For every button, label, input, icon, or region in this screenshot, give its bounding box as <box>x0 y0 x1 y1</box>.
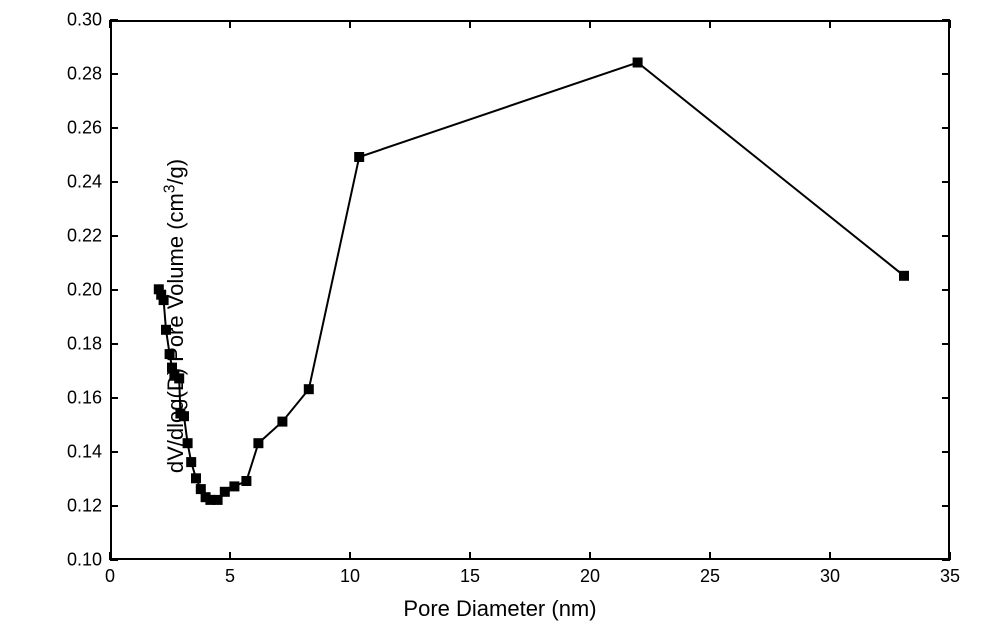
x-axis-label-text: Pore Diameter (nm) <box>403 596 596 621</box>
x-tick <box>829 552 831 560</box>
data-marker <box>253 438 263 448</box>
y-tick <box>110 19 118 21</box>
y-tick-label: 0.22 <box>52 226 102 247</box>
y-tick <box>942 559 950 561</box>
y-tick-label: 0.10 <box>52 550 102 571</box>
y-axis-label-suffix: /g) <box>163 159 188 185</box>
y-tick <box>110 451 118 453</box>
x-tick <box>229 20 231 28</box>
chart-container: Pore Diameter (nm) dV/dlog(D) Pore Volum… <box>0 0 1000 632</box>
x-axis-label: Pore Diameter (nm) <box>403 596 596 622</box>
y-tick <box>110 181 118 183</box>
y-tick <box>942 289 950 291</box>
y-tick <box>942 505 950 507</box>
y-tick-label: 0.28 <box>52 64 102 85</box>
data-marker <box>220 487 230 497</box>
y-tick <box>942 397 950 399</box>
y-axis-label: dV/dlog(D) Pore Volume (cm3/g) <box>161 159 188 473</box>
data-layer <box>112 22 948 558</box>
y-tick <box>110 235 118 237</box>
y-tick-label: 0.26 <box>52 118 102 139</box>
data-marker <box>229 481 239 491</box>
y-tick <box>110 73 118 75</box>
data-marker <box>191 473 201 483</box>
data-marker <box>277 417 287 427</box>
x-tick-label: 15 <box>460 566 480 587</box>
data-marker <box>304 384 314 394</box>
y-tick <box>942 235 950 237</box>
data-marker <box>899 271 909 281</box>
x-tick <box>589 20 591 28</box>
y-tick-label: 0.14 <box>52 442 102 463</box>
y-tick <box>110 289 118 291</box>
x-tick-label: 25 <box>700 566 720 587</box>
x-tick <box>109 20 111 28</box>
x-tick <box>829 20 831 28</box>
data-marker <box>633 58 643 68</box>
x-tick <box>349 552 351 560</box>
y-tick-label: 0.18 <box>52 334 102 355</box>
y-tick-label: 0.30 <box>52 10 102 31</box>
y-tick <box>942 19 950 21</box>
y-axis-label-sup: 3 <box>161 185 178 194</box>
series-line <box>159 63 904 500</box>
x-tick <box>589 552 591 560</box>
y-tick <box>942 127 950 129</box>
y-tick-label: 0.24 <box>52 172 102 193</box>
x-tick <box>349 20 351 28</box>
x-tick <box>229 552 231 560</box>
x-tick <box>469 552 471 560</box>
plot-area <box>110 20 950 560</box>
x-tick-label: 35 <box>940 566 960 587</box>
y-tick <box>110 397 118 399</box>
y-tick <box>942 73 950 75</box>
x-tick <box>469 20 471 28</box>
y-tick <box>942 451 950 453</box>
y-tick-label: 0.20 <box>52 280 102 301</box>
x-tick <box>709 552 711 560</box>
y-tick-label: 0.12 <box>52 496 102 517</box>
x-tick <box>949 20 951 28</box>
y-tick <box>942 181 950 183</box>
data-marker <box>241 476 251 486</box>
y-axis-label-prefix: dV/dlog(D) Pore Volume (cm <box>163 193 188 473</box>
y-tick-label: 0.16 <box>52 388 102 409</box>
x-tick-label: 30 <box>820 566 840 587</box>
x-tick <box>709 20 711 28</box>
y-tick <box>110 559 118 561</box>
x-tick-label: 10 <box>340 566 360 587</box>
y-tick <box>110 127 118 129</box>
x-tick-label: 0 <box>105 566 115 587</box>
data-marker <box>354 152 364 162</box>
y-tick <box>110 505 118 507</box>
x-tick-label: 5 <box>225 566 235 587</box>
x-tick-label: 20 <box>580 566 600 587</box>
y-tick <box>110 343 118 345</box>
y-tick <box>942 343 950 345</box>
